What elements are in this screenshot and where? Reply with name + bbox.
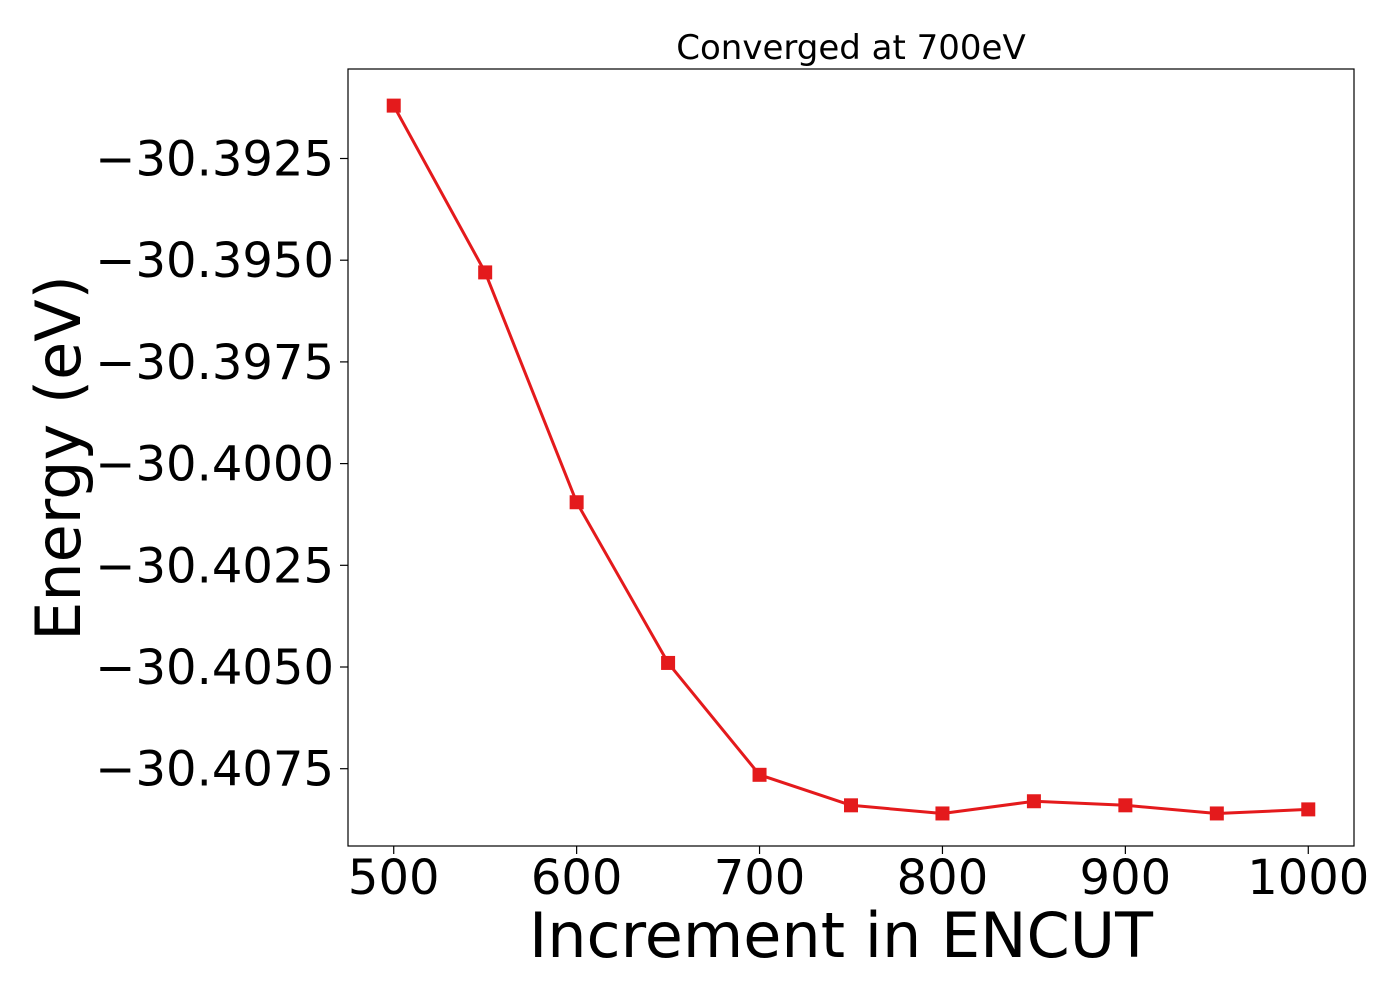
x-tick-label: 600 [531, 850, 623, 906]
data-point-marker [1209, 806, 1224, 821]
plot-area-frame [347, 68, 1355, 847]
data-point-marker [1026, 794, 1041, 809]
y-tick-label: −30.3975 [95, 335, 334, 391]
x-tick-label: 1000 [1247, 850, 1369, 906]
y-tick-label: −30.4075 [95, 742, 334, 798]
x-tick-label: 500 [348, 850, 440, 906]
data-point-marker [661, 655, 676, 670]
data-point-marker [1118, 798, 1133, 813]
y-tick-label: −30.3925 [95, 131, 334, 187]
data-point-marker [569, 495, 584, 510]
chart-title: Converged at 700eV [676, 28, 1025, 68]
y-tick-label: −30.3950 [95, 233, 334, 289]
data-point-marker [844, 798, 858, 813]
x-tick-label: 700 [714, 850, 806, 906]
y-axis-label: Energy (eV) [22, 275, 95, 641]
x-axis-label: Increment in ENCUT [529, 899, 1154, 972]
data-point-marker [752, 767, 767, 782]
series-line [392, 104, 1309, 815]
x-tick-label: 800 [897, 850, 989, 906]
y-tick-label: −30.4025 [95, 538, 334, 594]
y-tick-label: −30.4000 [95, 437, 334, 493]
x-tick-label: 900 [1080, 850, 1172, 906]
series-layer [386, 98, 1316, 821]
data-point-marker [478, 265, 493, 280]
x-axis-ticks: 500 600 700 800 900 1000 [348, 846, 1369, 906]
data-point-marker [1301, 802, 1316, 817]
y-axis-ticks: −30.3925 −30.3950 −30.3975 −30.4000 −30.4025… [95, 131, 348, 798]
data-point-marker [935, 806, 950, 821]
data-point-marker [386, 98, 401, 113]
y-tick-label: −30.4050 [95, 640, 334, 696]
